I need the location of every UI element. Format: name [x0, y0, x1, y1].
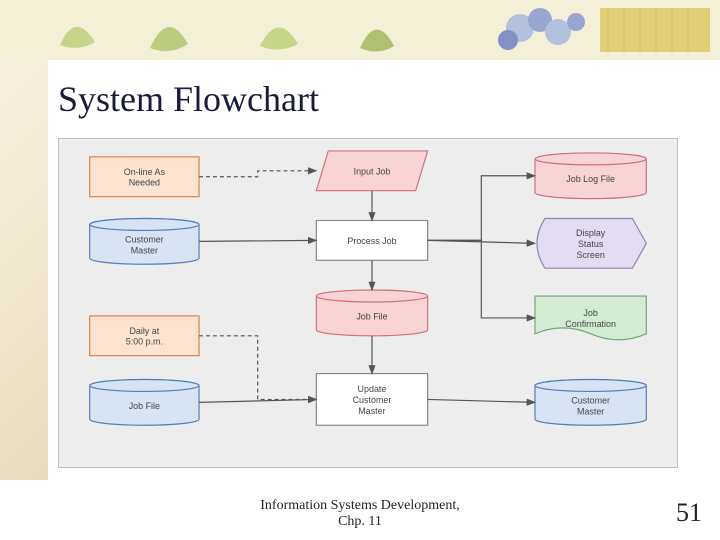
edge-online-inputjob	[199, 171, 316, 177]
node-online: On-line AsNeeded	[90, 157, 199, 197]
edge-procjob-joblog	[428, 176, 535, 241]
flowchart: On-line AsNeededCustomerMasterDaily at5:…	[58, 138, 678, 468]
edge-jobfile2-update	[199, 399, 316, 402]
svg-text:5:00 p.m.: 5:00 p.m.	[126, 337, 163, 347]
node-jobfile2: Job File	[90, 380, 199, 426]
svg-text:Customer: Customer	[125, 234, 164, 244]
node-custmast2: CustomerMaster	[535, 380, 646, 426]
footer-line1: Information Systems Development,	[260, 498, 459, 513]
node-jobfile1: Job File	[316, 290, 427, 336]
edge-update-custmast2	[428, 399, 535, 402]
edge-custmast1-procjob	[199, 240, 316, 241]
decorative-banner	[0, 0, 720, 60]
node-joblog: Job Log File	[535, 153, 646, 199]
svg-text:Job Log File: Job Log File	[566, 174, 615, 184]
edge-procjob-jobconf	[428, 240, 535, 318]
footer: Information Systems Development, Chp. 11	[0, 498, 720, 530]
svg-text:Customer: Customer	[571, 395, 610, 405]
page-number: 51	[676, 498, 702, 528]
svg-text:Screen: Screen	[576, 250, 604, 260]
svg-text:Customer: Customer	[353, 395, 392, 405]
svg-text:Daily at: Daily at	[129, 326, 159, 336]
svg-text:Update: Update	[358, 384, 387, 394]
svg-text:Needed: Needed	[129, 178, 160, 188]
svg-text:Master: Master	[131, 245, 158, 255]
svg-text:Process Job: Process Job	[347, 236, 396, 246]
svg-text:Job File: Job File	[356, 311, 387, 321]
svg-text:Input Job: Input Job	[354, 166, 391, 176]
svg-text:Job: Job	[583, 308, 597, 318]
svg-text:Master: Master	[577, 406, 604, 416]
svg-text:Confirmation: Confirmation	[565, 319, 616, 329]
svg-text:Status: Status	[578, 239, 604, 249]
svg-text:Master: Master	[358, 406, 385, 416]
page-title: System Flowchart	[58, 78, 319, 120]
node-daily: Daily at5:00 p.m.	[90, 316, 199, 356]
node-jobconf: JobConfirmation	[535, 296, 646, 340]
edge-daily-update	[199, 336, 316, 400]
node-inputjob: Input Job	[316, 151, 427, 191]
side-texture	[0, 60, 48, 480]
node-update: UpdateCustomerMaster	[316, 374, 427, 426]
node-display: DisplayStatusScreen	[537, 219, 646, 269]
node-custmast1: CustomerMaster	[90, 219, 199, 265]
svg-text:Job File: Job File	[129, 401, 160, 411]
footer-line2: Chp. 11	[0, 514, 720, 530]
node-procjob: Process Job	[316, 221, 427, 261]
svg-text:Display: Display	[576, 228, 606, 238]
svg-text:On-line As: On-line As	[124, 167, 166, 177]
